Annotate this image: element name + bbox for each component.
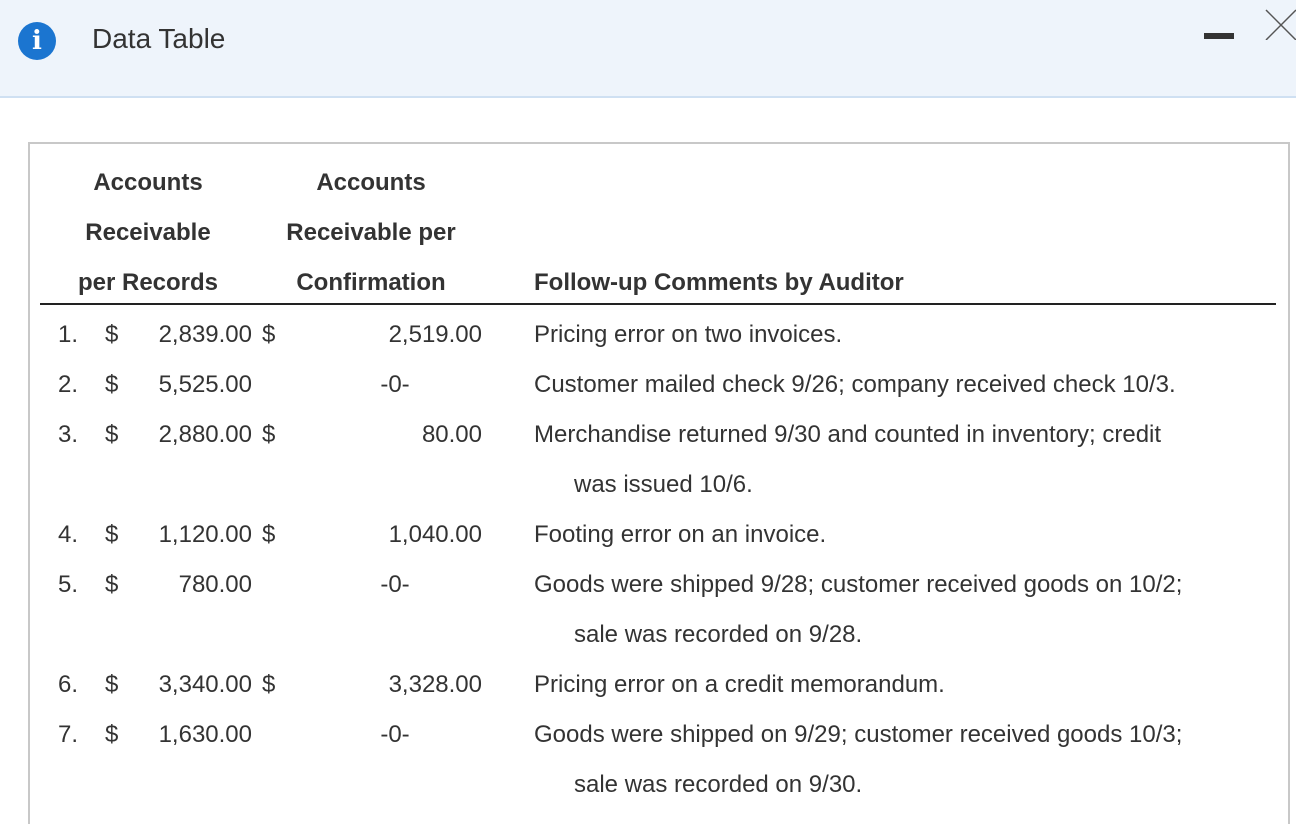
header-confirmation: Accounts Receivable per Confirmation [270,158,472,308]
header-line: Receivable per [286,219,456,246]
header-comments: Follow-up Comments by Auditor [534,269,904,296]
currency-sign: $ [262,421,276,448]
currency-sign: $ [262,521,276,548]
close-button[interactable] [1262,6,1296,41]
records-value: 1,630.00 [158,721,252,748]
row-number: 7. [58,721,79,748]
comment-line: sale was recorded on 9/30. [574,771,863,798]
minimize-icon [1204,33,1234,39]
row-number: 1. [58,321,79,348]
comment-line: Goods were shipped 9/28; customer receiv… [534,571,1183,598]
comment-line: Customer mailed check 9/26; company rece… [534,371,1176,398]
confirmation-value: 80.00 [421,421,482,448]
currency-sign: $ [105,721,119,748]
row-number: 4. [58,521,79,548]
comment-line: Merchandise returned 9/30 and counted in… [534,421,1162,448]
records-value: 3,340.00 [158,671,252,698]
currency-sign: $ [262,671,276,698]
currency-sign: $ [262,321,276,348]
info-icon: i [18,22,56,60]
row-number: 6. [58,671,79,698]
currency-sign: $ [105,521,119,548]
data-table-panel [28,142,1290,824]
comment-line: sale was recorded on 9/28. [574,621,863,648]
header-rule [40,303,1276,305]
dialog-title: Data Table [92,23,226,54]
records-value: 2,839.00 [158,321,252,348]
dialog-titlebar: i Data Table [0,0,1296,98]
confirmation-value: 2,519.00 [388,321,482,348]
row-number: 2. [58,371,79,398]
confirmation-value: 1,040.00 [388,521,482,548]
currency-sign: $ [105,671,119,698]
records-value: 2,880.00 [158,421,252,448]
header-line: per Records [77,269,219,296]
confirmation-value: 3,328.00 [388,671,482,698]
confirmation-value: -0- [380,371,410,398]
comment-line: Footing error on an invoice. [534,521,827,548]
confirmation-value: -0- [380,721,410,748]
currency-sign: $ [105,371,119,398]
header-line: Accounts [316,169,426,196]
currency-sign: $ [105,321,119,348]
records-value: 780.00 [178,571,252,598]
row-number: 3. [58,421,79,448]
close-icon [1265,9,1296,41]
confirmation-value: -0- [380,571,410,598]
currency-sign: $ [105,571,119,598]
comment-line: Pricing error on a credit memorandum. [534,671,945,698]
header-records: Accounts Receivable per Records [60,158,236,308]
comment-line: was issued 10/6. [574,471,753,498]
records-value: 1,120.00 [158,521,252,548]
row-number: 5. [58,571,79,598]
header-line: Accounts [93,169,203,196]
header-line: Confirmation [296,269,446,296]
comment-line: Pricing error on two invoices. [534,321,843,348]
records-value: 5,525.00 [158,371,252,398]
minimize-button[interactable] [1204,30,1234,42]
currency-sign: $ [105,421,119,448]
comment-line: Goods were shipped on 9/29; customer rec… [534,721,1183,748]
header-line: Receivable [85,219,211,246]
